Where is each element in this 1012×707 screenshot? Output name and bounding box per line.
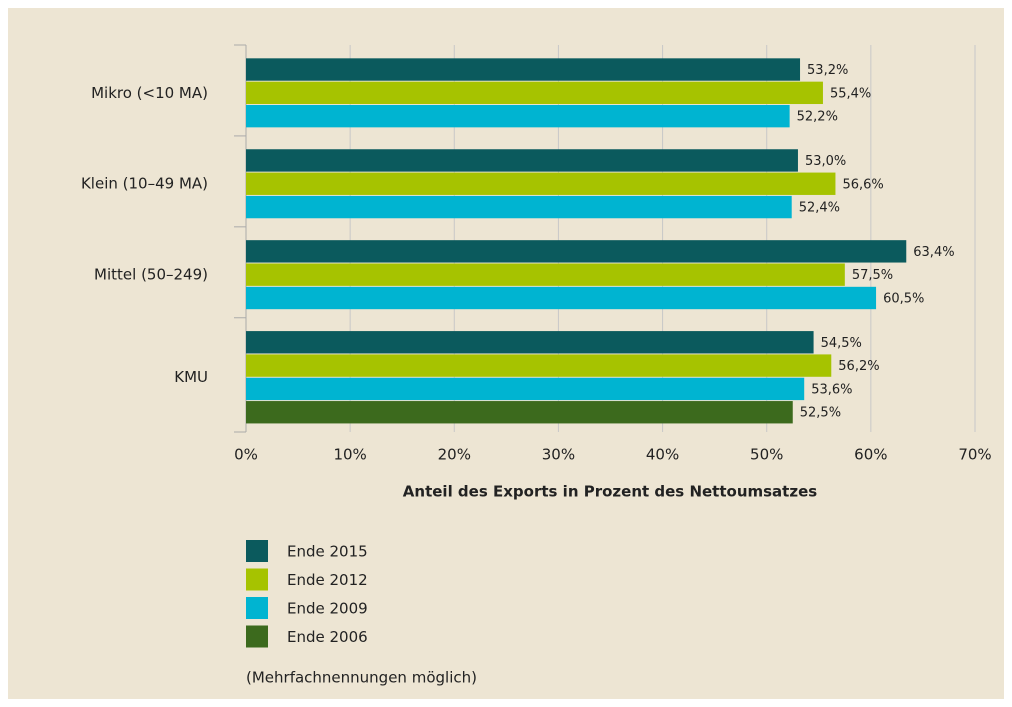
value-label: 55,4% [830,86,871,101]
x-tick-label: 10% [333,446,366,464]
x-tick-label: 40% [646,446,679,464]
x-tick-label: 60% [854,446,887,464]
value-label: 52,2% [797,110,838,125]
bar [246,104,790,128]
bar [246,81,823,105]
x-tick-label: 20% [438,446,471,464]
legend-swatch [246,540,268,562]
bar [246,263,845,286]
value-label: 52,5% [800,406,841,421]
legend-swatch [246,568,268,591]
value-label: 53,2% [807,63,848,78]
x-tick-label: 0% [234,446,258,464]
bar [246,286,877,310]
y-tick-label: Mikro (<10 MA) [91,84,208,102]
value-label: 56,6% [842,177,883,192]
value-label: 52,4% [799,201,840,216]
bar [246,149,798,172]
legend-label: Ende 2012 [287,571,368,589]
value-label: 53,0% [805,154,846,169]
y-tick-label: KMU [174,368,208,386]
x-tick-label: 50% [750,446,783,464]
bar [246,172,836,195]
note: (Mehrfachnennungen möglich) [246,669,477,687]
value-label: 53,6% [811,382,852,397]
value-label: 56,2% [838,359,879,374]
bar [246,58,801,81]
legend-swatch [246,597,268,619]
value-label: 54,5% [821,336,862,351]
bar [246,377,805,401]
y-tick-label: Klein (10–49 MA) [81,175,208,193]
y-tick-label: Mittel (50–249) [94,266,208,284]
legend-label: Ende 2006 [287,628,368,646]
x-tick-label: 30% [542,446,575,464]
legend-label: Ende 2009 [287,600,368,618]
legend-swatch [246,625,268,648]
legend-label: Ende 2015 [287,543,368,561]
x-axis-label: Anteil des Exports in Prozent des Nettou… [403,483,817,501]
bar [246,401,793,424]
bar [246,354,832,377]
value-label: 60,5% [883,292,924,307]
x-tick-label: 70% [958,446,991,464]
value-label: 57,5% [852,268,893,283]
bar [246,240,907,263]
bar [246,331,814,354]
value-label: 63,4% [913,245,954,260]
bar [246,195,792,219]
